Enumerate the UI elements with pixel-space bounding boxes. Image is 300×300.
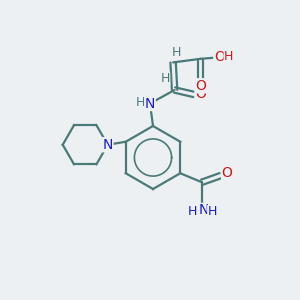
Text: N: N — [198, 203, 208, 218]
Text: O: O — [214, 50, 225, 64]
Text: H: H — [188, 206, 198, 218]
Text: H: H — [136, 95, 145, 109]
Text: N: N — [103, 138, 113, 152]
Text: H: H — [171, 46, 181, 59]
Text: H: H — [208, 206, 217, 218]
Text: H: H — [224, 50, 234, 63]
Text: N: N — [145, 97, 155, 110]
Text: O: O — [195, 79, 206, 93]
Text: O: O — [222, 166, 232, 180]
Text: O: O — [195, 88, 206, 101]
Text: H: H — [160, 72, 170, 85]
